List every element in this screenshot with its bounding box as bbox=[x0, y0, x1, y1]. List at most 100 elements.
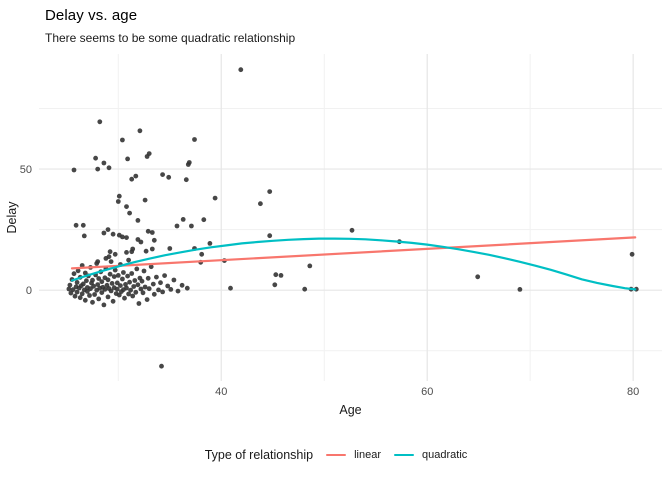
data-point bbox=[114, 280, 120, 286]
data-point bbox=[112, 251, 118, 257]
data-point bbox=[80, 281, 86, 287]
x-tick-label: 40 bbox=[215, 386, 227, 398]
data-point bbox=[93, 155, 98, 161]
plot-subtitle: There seems to be some quadratic relatio… bbox=[45, 31, 296, 45]
data-point bbox=[130, 293, 136, 299]
data-point bbox=[66, 286, 72, 292]
data-point bbox=[307, 263, 313, 269]
data-point bbox=[272, 282, 278, 288]
y-axis-title: Delay bbox=[5, 201, 19, 234]
data-point bbox=[132, 278, 138, 283]
data-point bbox=[180, 217, 186, 222]
data-point bbox=[114, 286, 120, 292]
data-point bbox=[145, 275, 151, 281]
data-point bbox=[74, 289, 80, 295]
data-point bbox=[116, 193, 122, 199]
data-point bbox=[207, 241, 213, 246]
data-point bbox=[126, 257, 131, 263]
data-point bbox=[140, 290, 146, 296]
gridlines-minor bbox=[39, 54, 662, 381]
data-point bbox=[199, 251, 205, 257]
data-point bbox=[126, 291, 131, 297]
data-point bbox=[84, 278, 89, 284]
data-point bbox=[150, 281, 156, 287]
data-point bbox=[82, 270, 88, 276]
data-point bbox=[82, 297, 88, 303]
data-point bbox=[97, 119, 103, 125]
data-point bbox=[71, 271, 77, 277]
fit-lines bbox=[70, 236, 637, 291]
data-point bbox=[79, 291, 85, 297]
data-point bbox=[212, 195, 218, 201]
data-point bbox=[160, 172, 166, 178]
data-point bbox=[108, 288, 114, 294]
y-tick-label: 50 bbox=[20, 164, 32, 176]
data-point bbox=[105, 227, 111, 233]
data-point bbox=[189, 223, 194, 229]
data-point bbox=[192, 137, 197, 142]
data-point bbox=[95, 282, 101, 287]
data-point bbox=[629, 251, 635, 257]
data-point bbox=[149, 246, 155, 252]
data-point bbox=[149, 230, 155, 235]
data-point bbox=[267, 189, 273, 195]
data-point bbox=[154, 274, 159, 280]
data-point bbox=[142, 197, 148, 203]
data-point bbox=[67, 282, 73, 288]
data-point bbox=[107, 249, 113, 255]
data-point bbox=[124, 235, 129, 241]
data-point bbox=[91, 283, 96, 289]
data-point bbox=[146, 151, 152, 157]
data-point bbox=[106, 254, 112, 260]
data-point bbox=[143, 248, 149, 254]
data-point bbox=[74, 280, 80, 285]
data-point bbox=[122, 295, 127, 301]
data-point bbox=[183, 177, 189, 183]
legend-title: Type of relationship bbox=[204, 448, 314, 462]
data-point bbox=[115, 273, 121, 278]
data-point bbox=[95, 166, 101, 172]
data-point bbox=[71, 167, 77, 173]
data-point bbox=[168, 287, 174, 292]
data-point bbox=[475, 274, 481, 280]
data-point bbox=[112, 267, 118, 273]
data-point bbox=[129, 176, 135, 182]
data-point bbox=[158, 280, 163, 286]
data-point bbox=[134, 266, 140, 272]
data-point bbox=[165, 283, 171, 289]
data-point bbox=[125, 156, 130, 162]
data-point bbox=[70, 287, 76, 293]
data-point bbox=[133, 173, 139, 179]
data-point bbox=[105, 277, 111, 283]
data-point bbox=[139, 278, 145, 284]
data-point bbox=[129, 271, 135, 276]
data-point bbox=[136, 301, 142, 306]
data-point bbox=[87, 293, 92, 298]
x-tick-label: 60 bbox=[421, 386, 433, 398]
data-point bbox=[75, 268, 81, 274]
data-point bbox=[124, 204, 129, 210]
data-point bbox=[107, 271, 113, 277]
data-point bbox=[174, 223, 180, 229]
data-point bbox=[238, 67, 244, 73]
legend-label-quadratic: quadratic bbox=[422, 449, 468, 461]
data-point bbox=[135, 218, 141, 223]
data-point bbox=[90, 299, 95, 305]
data-point bbox=[184, 285, 190, 291]
data-point bbox=[135, 282, 141, 288]
data-point bbox=[228, 285, 233, 291]
x-tick-labels: 40 60 80 bbox=[215, 386, 639, 398]
data-point bbox=[179, 282, 185, 288]
data-point bbox=[145, 228, 151, 234]
data-point bbox=[85, 289, 90, 294]
data-point bbox=[92, 292, 97, 297]
data-point bbox=[115, 199, 121, 204]
data-point bbox=[110, 231, 116, 237]
data-point bbox=[127, 279, 132, 285]
data-point bbox=[102, 287, 108, 292]
quadratic-key-line bbox=[394, 453, 415, 457]
x-axis-title: Age bbox=[339, 403, 361, 417]
data-point bbox=[273, 272, 279, 278]
data-point bbox=[166, 174, 172, 180]
